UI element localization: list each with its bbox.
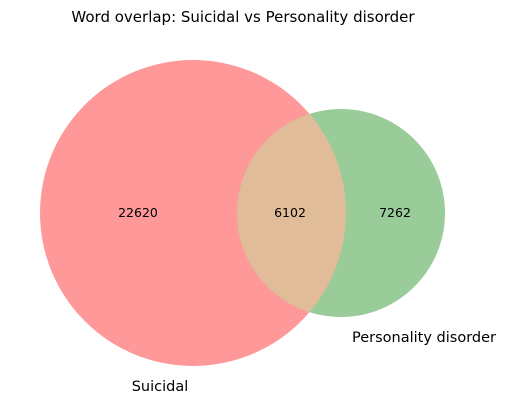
set-a-circle	[40, 60, 346, 366]
set-a-only-count: 22620	[118, 205, 158, 220]
set-b-only-count: 7262	[379, 205, 411, 220]
set-b-label: Personality disorder	[352, 330, 496, 346]
overlap-region	[237, 109, 346, 317]
set-a-label: Suicidal	[132, 379, 189, 395]
overlap-count: 6102	[274, 205, 306, 220]
chart-title: Word overlap: Suicidal vs Personality di…	[71, 8, 415, 26]
